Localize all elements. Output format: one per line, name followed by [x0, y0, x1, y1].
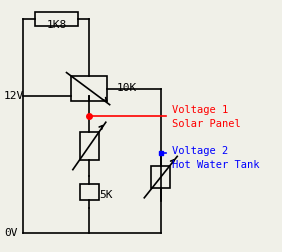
Text: 10K: 10K [117, 83, 137, 93]
Bar [71, 76, 107, 101]
Text: 1K8: 1K8 [47, 20, 67, 30]
Bar [151, 166, 170, 188]
Text: 12V: 12V [4, 91, 24, 101]
Text: Solar Panel: Solar Panel [172, 118, 241, 129]
Text: 5K: 5K [99, 190, 113, 200]
Bar [80, 184, 99, 200]
Text: Voltage 1: Voltage 1 [172, 105, 228, 115]
Bar [80, 132, 99, 160]
Text: Voltage 2: Voltage 2 [172, 146, 228, 156]
Text: Hot Water Tank: Hot Water Tank [172, 160, 259, 170]
Text: 0V: 0V [4, 228, 18, 238]
Bar [35, 12, 78, 26]
